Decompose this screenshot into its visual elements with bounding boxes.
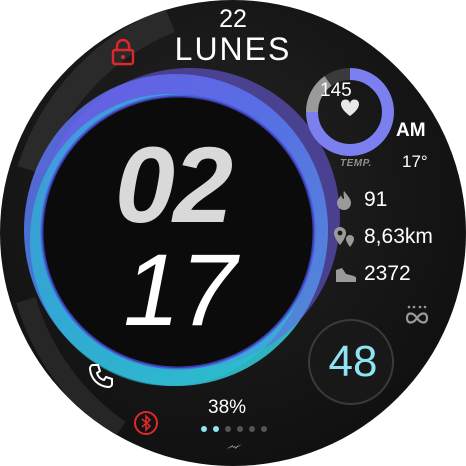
bluetooth-icon[interactable] — [133, 410, 159, 436]
phone-icon[interactable] — [87, 362, 115, 390]
time-hour: 02 — [114, 124, 233, 245]
calories-value[interactable]: 91 — [364, 188, 388, 211]
steps-value[interactable]: 2372 — [364, 262, 411, 285]
time-minute: 17 — [123, 233, 237, 347]
date-day: 22 — [219, 5, 247, 33]
temperature-value[interactable]: 17° — [402, 152, 428, 171]
battery-pager — [201, 426, 271, 434]
flame-icon — [337, 191, 351, 210]
location-pin-icon — [334, 227, 354, 247]
pager-dot — [201, 426, 207, 432]
seconds-ring — [308, 319, 394, 405]
heart-icon — [341, 99, 359, 116]
date-weekday: LUNES — [174, 31, 292, 67]
pager-dot — [261, 426, 267, 432]
battery-value: 38% — [208, 397, 247, 418]
ampm-indicator: AM — [396, 120, 426, 141]
time-seconds: 48 — [328, 337, 378, 386]
pager-dot — [249, 426, 255, 432]
pager-dot — [225, 426, 231, 432]
pager-dot — [237, 426, 243, 432]
temperature-label: TEMP. — [340, 158, 372, 169]
charging-icon — [226, 444, 242, 449]
heart-rate-ring[interactable] — [300, 62, 400, 162]
pager-dot — [213, 426, 219, 432]
distance-value[interactable]: 8,63km — [364, 225, 433, 248]
infinity-icon[interactable] — [403, 303, 431, 329]
shoe-icon — [336, 268, 357, 282]
heart-rate-value: 145 — [320, 80, 352, 101]
lock-icon[interactable] — [110, 38, 136, 66]
